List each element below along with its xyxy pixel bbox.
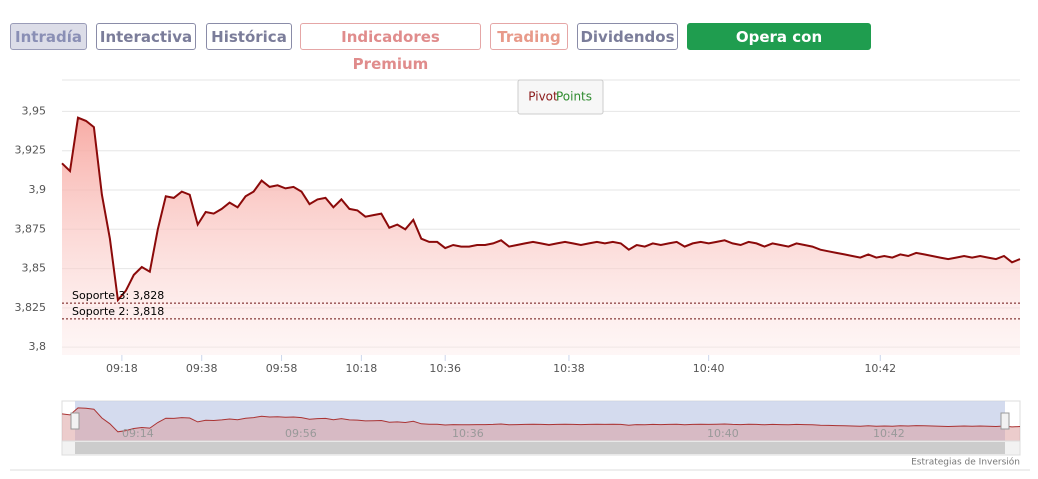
- support-label: Soporte 3: 3,828: [72, 289, 164, 302]
- navigator-label: 10:40: [707, 427, 739, 440]
- y-tick-label: 3,8: [29, 340, 47, 353]
- tab[interactable]: Opera con Freedom24: [687, 23, 871, 73]
- x-tick-label: 10:38: [553, 362, 585, 375]
- x-tick-label: 10:36: [429, 362, 461, 375]
- x-tick-label: 10:40: [693, 362, 725, 375]
- pivot-button[interactable]: Pivot Points: [517, 79, 604, 115]
- tab[interactable]: Indicadores Premium: [300, 23, 481, 73]
- y-tick-label: 3,925: [15, 144, 47, 157]
- x-tick-label: 10:18: [346, 362, 378, 375]
- navigator-label: 09:14: [122, 427, 154, 440]
- price-line: [61, 116, 1021, 303]
- y-tick-label: 3,875: [15, 222, 47, 235]
- navigator-handle[interactable]: [70, 412, 80, 430]
- navigator-label: 10:42: [873, 427, 905, 440]
- tab[interactable]: Dividendos: [577, 23, 678, 50]
- navigator-handle[interactable]: [1000, 412, 1010, 430]
- scrollbar-thumb[interactable]: [75, 442, 1005, 454]
- y-tick-label: 3,9: [29, 183, 47, 196]
- navigator-label: 09:56: [285, 427, 317, 440]
- tab[interactable]: Interactiva: [96, 23, 196, 50]
- credit: Estrategias de Inversión: [911, 457, 1020, 468]
- tab[interactable]: Trading: [490, 23, 568, 50]
- pivot-word[interactable]: Pivot: [528, 90, 558, 104]
- x-tick-label: 09:58: [266, 362, 298, 375]
- x-tick-label: 09:18: [106, 362, 138, 375]
- plot: 3,8 3,825 3,85 3,875 3,9 3,925 3,95 09:18 09:38 0…: [15, 79, 1021, 375]
- tab[interactable]: Histórica: [206, 23, 292, 50]
- points-word[interactable]: Points: [556, 90, 592, 104]
- navigator-label: 10:36: [452, 427, 484, 440]
- navigator-line: [61, 407, 1021, 433]
- y-tick-label: 3,85: [22, 262, 47, 275]
- x-tick-label: 10:42: [864, 362, 896, 375]
- y-tick-label: 3,95: [22, 104, 47, 117]
- area: [62, 117, 1020, 355]
- support-label: Soporte 2: 3,818: [72, 305, 164, 318]
- y-tick-label: 3,825: [15, 301, 47, 314]
- x-tick-label: 09:38: [186, 362, 218, 375]
- tab[interactable]: Intradía: [10, 23, 87, 50]
- pivot-box[interactable]: [517, 79, 604, 115]
